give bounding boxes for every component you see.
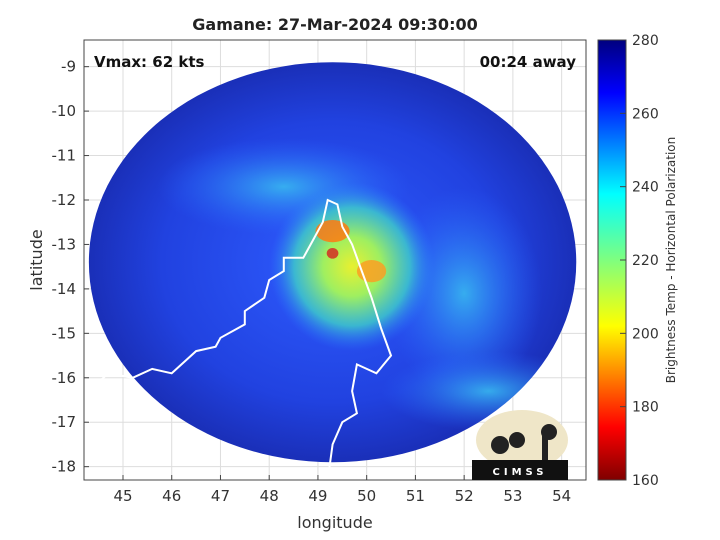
- x-tick-label: 50: [357, 487, 376, 505]
- x-tick-label: 52: [455, 487, 474, 505]
- storm-core: [269, 182, 435, 352]
- vmax-annotation: Vmax: 62 kts: [94, 53, 204, 71]
- y-tick-label: -14: [52, 280, 77, 298]
- x-tick-label: 53: [503, 487, 522, 505]
- colorbar-tick-label: 160: [632, 473, 659, 489]
- y-axis-label: latitude: [27, 229, 46, 290]
- x-tick-label: 49: [308, 487, 327, 505]
- cimss-logo-text: CIMSS: [493, 467, 548, 478]
- colorbar-tick-label: 280: [632, 33, 659, 49]
- y-tick-label: -18: [52, 458, 77, 476]
- y-tick-label: -12: [52, 191, 77, 209]
- x-tick-label: 48: [260, 487, 279, 505]
- colorbar-ticks: 280 260 240 220 200 180 160: [620, 33, 659, 489]
- time-offset-annotation: 00:24 away: [480, 53, 577, 71]
- coastline: [88, 198, 393, 480]
- x-tick-label: 47: [211, 487, 230, 505]
- y-axis-ticks: -9 -10 -11 -12 -13 -14 -15 -16 -17 -18: [52, 58, 89, 476]
- x-tick-label: 54: [552, 487, 571, 505]
- colorbar-tick-label: 200: [632, 326, 659, 342]
- convective-cell: [326, 248, 339, 259]
- axes-frame: [83, 39, 587, 481]
- colorbar-tick-label: 180: [632, 400, 659, 416]
- x-axis-ticks: 45 46 47 48 49 50 51 52 53 54: [113, 475, 571, 505]
- chart-title: Gamane: 27-Mar-2024 09:30:00: [192, 15, 477, 34]
- coastline: [87, 390, 100, 423]
- colorbar-label: Brightness Temp - Horizontal Polarizatio…: [664, 137, 678, 384]
- y-tick-label: -10: [52, 102, 77, 120]
- y-tick-label: -11: [52, 147, 77, 165]
- colorbar-tick-label: 260: [632, 106, 659, 122]
- y-tick-label: -9: [61, 58, 76, 76]
- y-tick-label: -17: [52, 413, 77, 431]
- y-tick-label: -13: [52, 235, 77, 253]
- cimss-logo: CIMSS: [472, 410, 568, 480]
- y-tick-label: -16: [52, 369, 77, 387]
- x-tick-label: 45: [113, 487, 132, 505]
- y-tick-label: -15: [52, 324, 77, 342]
- x-tick-label: 51: [406, 487, 425, 505]
- colorbar-tick-label: 220: [632, 253, 659, 269]
- x-tick-label: 46: [162, 487, 181, 505]
- x-axis-label: longitude: [297, 513, 372, 532]
- colorbar-tick-label: 240: [632, 180, 659, 196]
